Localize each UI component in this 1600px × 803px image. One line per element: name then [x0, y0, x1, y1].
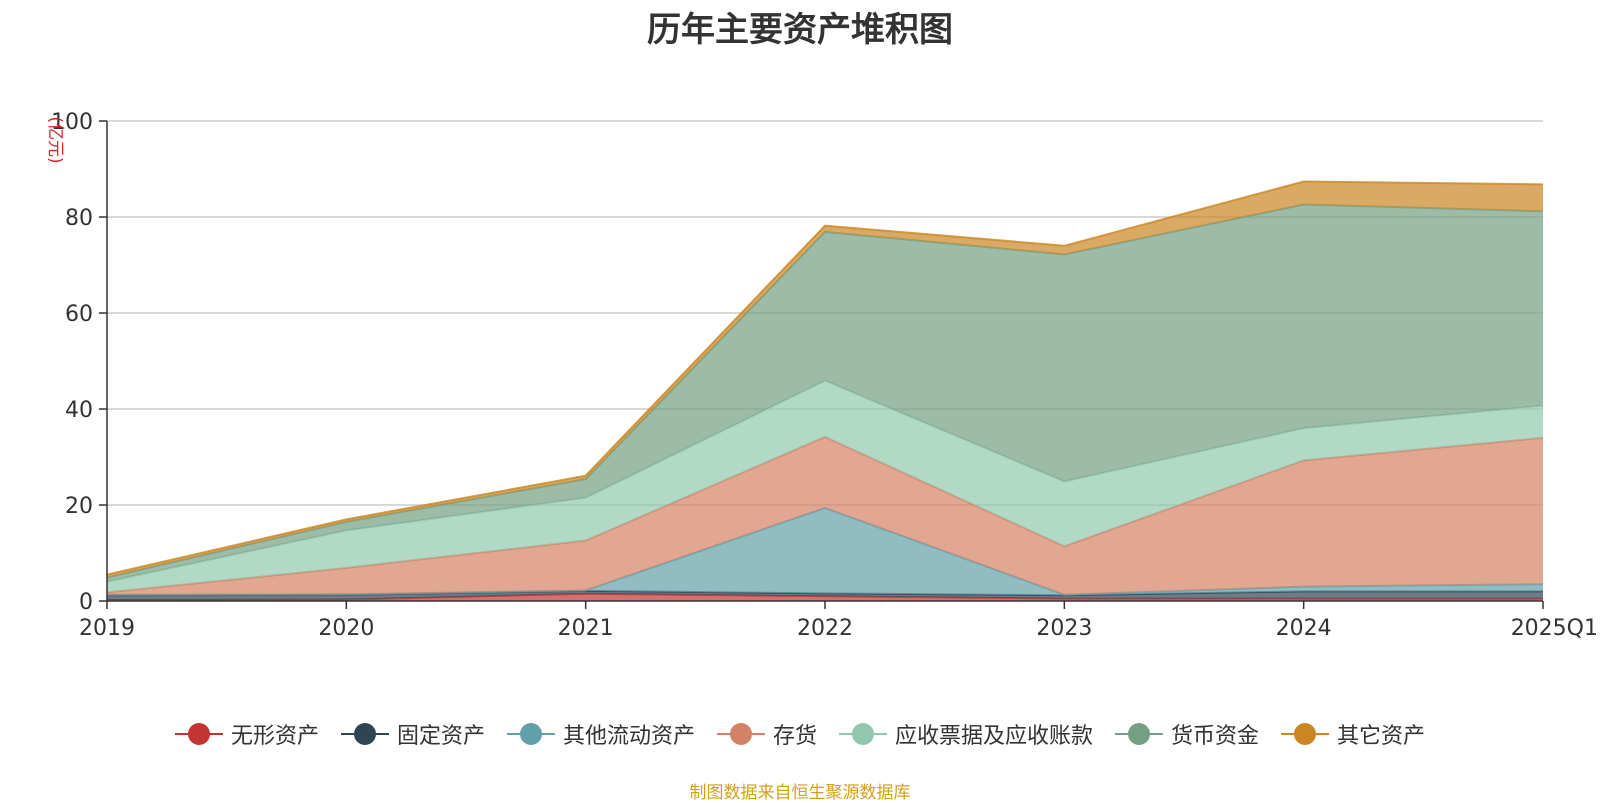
legend-marker: [1281, 722, 1330, 746]
legend-label: 其它资产: [1337, 724, 1426, 749]
y-tick-label: 0: [79, 590, 93, 615]
source-note: 制图数据来自恒生聚源数据库: [689, 783, 911, 803]
x-tick-label: 2022: [797, 616, 853, 641]
area-应收票据及应收账款: [107, 380, 1543, 593]
area-存货: [107, 436, 1543, 595]
legend-item[interactable]: 其它资产: [1281, 718, 1425, 750]
legend-label: 其他流动资产: [562, 724, 695, 749]
area-货币资金: [107, 204, 1543, 582]
legend-marker: [506, 722, 555, 746]
x-tick-label: 2020: [318, 616, 374, 641]
axes: 0 20 40 60 80 100 2019 2020 2021 2022 2023 2024 2025…: [51, 110, 1598, 641]
stacked-areas: [106, 180, 1544, 602]
legend-label: 应收票据及应收账款: [895, 724, 1094, 749]
legend-item[interactable]: 货币资金: [1115, 718, 1259, 750]
area-chart: 0 20 40 60 80 100 2019 2020 2021 2022 2023 2024 2025…: [45, 110, 1598, 641]
y-tick-label: 80: [65, 206, 93, 231]
x-tick-label: 2023: [1036, 616, 1092, 641]
legend-label: 固定资产: [396, 724, 485, 749]
legend-item[interactable]: 存货: [716, 718, 817, 750]
x-tick-label: 2021: [558, 616, 614, 641]
y-tick-label: 20: [65, 494, 93, 519]
chart-title: 历年主要资产堆积图: [647, 10, 953, 50]
legend: 无形资产 固定资产 其他流动资产 存货 应收票据及应收账款 货币资金 其它资产: [0, 718, 1600, 750]
legend-marker: [839, 722, 887, 746]
legend-marker: [340, 722, 389, 746]
legend-item[interactable]: 应收票据及应收账款: [839, 718, 1093, 750]
y-unit-label: (亿元): [45, 116, 65, 163]
area-其他流动资产: [107, 507, 1543, 596]
x-tick-label: 2024: [1276, 616, 1332, 641]
line-其它资产: [106, 180, 1544, 576]
legend-item[interactable]: 固定资产: [340, 718, 485, 750]
legend-marker: [716, 722, 765, 746]
legend-label: 无形资产: [230, 724, 319, 749]
x-tick-label: 2025Q1: [1511, 616, 1598, 641]
legend-marker: [174, 722, 223, 746]
legend-label: 存货: [772, 724, 817, 749]
y-tick-label: 40: [65, 398, 93, 423]
y-tick-label: 100: [51, 110, 93, 135]
legend-item[interactable]: 无形资产: [174, 718, 319, 750]
y-tick-label: 60: [65, 302, 93, 327]
x-tick-label: 2019: [79, 616, 135, 641]
legend-item[interactable]: 其他流动资产: [506, 718, 695, 750]
legend-label: 货币资金: [1171, 724, 1260, 749]
legend-marker: [1115, 722, 1164, 746]
